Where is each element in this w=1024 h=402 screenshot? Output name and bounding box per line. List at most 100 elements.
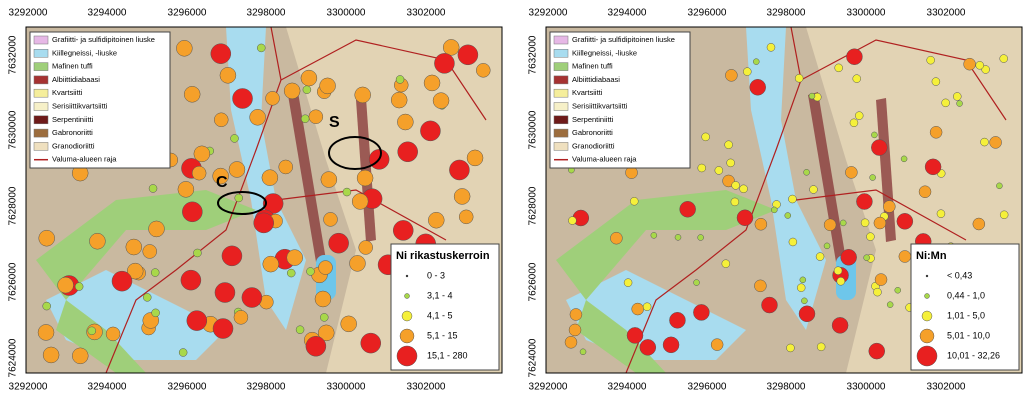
sample-point [354, 86, 371, 104]
sample-point [975, 61, 984, 70]
legend-label: Kvartsiitti [572, 88, 603, 97]
sample-point [397, 113, 414, 131]
sample-point [874, 273, 888, 286]
sample-point [42, 301, 51, 311]
x-coordinate-label: 3300000 [847, 8, 886, 19]
sample-point [351, 193, 369, 210]
sample-point [854, 111, 864, 120]
sample-point [761, 296, 778, 314]
sample-point [87, 326, 97, 336]
legend-swatch [553, 75, 569, 85]
legend-swatch [553, 62, 569, 71]
sample-point [320, 171, 338, 188]
sample-point [449, 159, 470, 181]
sample-point [340, 315, 357, 333]
sample-point [808, 92, 816, 100]
symbol-label: < 0,43 [947, 270, 972, 280]
legend-swatch [33, 88, 49, 98]
sample-point [786, 343, 795, 353]
sample-point [896, 213, 914, 230]
sample-point [963, 57, 976, 71]
symbol-swatch [921, 310, 933, 322]
serpentinite [808, 92, 846, 262]
symbol-label: 10,01 - 32,26 [947, 350, 1000, 360]
sample-point [182, 201, 203, 223]
sample-point [956, 100, 963, 107]
legend-swatch [33, 75, 49, 85]
annotation-ring [217, 191, 267, 215]
x-coordinate-label: 3302000 [927, 382, 966, 393]
sample-point [349, 255, 366, 272]
sample-point [981, 65, 990, 74]
sample-point [300, 114, 310, 123]
legend-label: Gabronoriitti [52, 128, 93, 137]
legend-label: Albiittidiabaasi [52, 75, 100, 84]
symbol-legend-title: Ni rikastuskerroin [396, 250, 490, 262]
sample-point [918, 185, 932, 199]
legend-swatch [553, 142, 569, 151]
legend-swatch [553, 102, 569, 111]
sample-point [442, 39, 460, 56]
x-coordinate-label: 3300000 [327, 382, 366, 393]
legend-swatch [33, 102, 49, 111]
sample-point [360, 332, 382, 354]
sample-point [836, 277, 846, 286]
symbol-swatch [924, 293, 930, 299]
sample-point [261, 169, 279, 186]
sample-point [809, 185, 818, 194]
sample-point [989, 136, 1002, 149]
sample-point [568, 216, 577, 225]
sample-point [731, 181, 740, 190]
legend-swatch [33, 115, 49, 125]
sample-point [191, 165, 207, 181]
sample-point [323, 212, 338, 227]
sample-point [423, 74, 441, 92]
sample-point [840, 249, 857, 266]
sample-point [176, 40, 193, 57]
sample-point [724, 140, 733, 149]
sample-point [860, 218, 870, 228]
annotation-label: C [216, 174, 228, 191]
x-coordinate-label: 3298000 [767, 382, 806, 393]
sample-point [863, 254, 870, 261]
sample-point [714, 166, 724, 175]
sample-point [356, 169, 374, 187]
legend-label: Gabronoriitti [572, 128, 613, 137]
sample-point [868, 342, 886, 360]
x-coordinate-label: 3302000 [407, 8, 446, 19]
sample-point [125, 238, 143, 256]
sample-point [432, 92, 450, 109]
x-coordinate-label: 3294000 [88, 382, 127, 393]
sample-point [725, 69, 738, 82]
sample-point [754, 279, 767, 293]
y-coordinate-label: 7630000 [8, 110, 19, 149]
sample-point [869, 174, 876, 181]
sample-point [320, 313, 329, 322]
legend-swatch [33, 62, 49, 71]
map-frame [545, 26, 1023, 374]
legend-swatch [553, 88, 569, 98]
legend-label: Grafiitti- ja sulfidipitoinen liuske [572, 35, 675, 44]
x-coordinate-label: 3294000 [608, 8, 647, 19]
sample-point [873, 216, 887, 230]
legend-swatch [553, 35, 569, 45]
y-coordinate-label: 7624000 [528, 338, 539, 377]
legend-swatch [553, 115, 569, 125]
legend-label: Mafinen tuffi [572, 62, 613, 71]
sample-point [151, 308, 160, 318]
sample-point [308, 109, 324, 124]
sample-point [186, 310, 208, 331]
legend-swatch [33, 35, 49, 45]
map-panel: 3292000 3292000 3294000 3294000 3296000 32960… [528, 8, 1023, 393]
sample-point [941, 98, 950, 108]
sample-point [253, 212, 274, 234]
x-coordinate-label: 3298000 [247, 8, 286, 19]
sample-point [428, 211, 445, 229]
sample-point [798, 305, 816, 323]
sample-point [302, 85, 312, 94]
x-coordinate-label: 3292000 [529, 382, 568, 393]
sample-point [871, 131, 878, 139]
sample-point [37, 324, 55, 341]
